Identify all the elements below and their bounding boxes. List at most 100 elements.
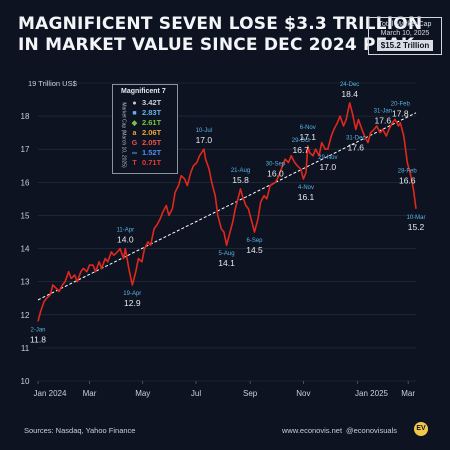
y-axis: 10 11 12 13 14 15 16 17 18 19 Trillion US$ <box>21 79 78 386</box>
legend-value: 2.83T <box>142 108 162 117</box>
legend-list: ● 3.42T ■ 2.83T ◆ 2.61T a 2.06T G 2.05T ∞ 1.52T T 0.7… <box>130 98 161 168</box>
annotation-date: 2-Jan <box>30 327 45 333</box>
tesla-icon: T <box>132 160 137 167</box>
legend-value: 2.06T <box>142 128 162 137</box>
annotation-value: 15.2 <box>408 222 425 232</box>
y-tick-label: 13 <box>21 278 30 287</box>
legend-value: 1.52T <box>142 148 162 157</box>
annotation-date: 10-Mar <box>406 215 425 221</box>
annotation-date: 29-Oct <box>292 138 310 144</box>
title-line-1: MAGNIFICENT SEVEN LOSE $3.3 TRILLION <box>18 14 423 34</box>
x-tick-label: May <box>135 389 150 398</box>
market-value-line <box>37 102 417 322</box>
annotation-date: 10-Jul <box>196 128 212 134</box>
y-tick-label: 10 <box>21 377 30 386</box>
sources-text: Sources: Nasdaq, Yahoo Finance <box>24 426 136 435</box>
annotation-value: 14.5 <box>246 245 263 255</box>
annotation-date: 30-Sep <box>266 161 286 167</box>
market-cap-date: March 10, 2025 <box>380 30 430 37</box>
annotation-value: 14.0 <box>117 235 134 245</box>
annotation-date: 4-Nov <box>298 185 314 191</box>
x-tick-label: Mar <box>401 389 415 398</box>
y-tick-label: 15 <box>21 211 30 220</box>
annotation-date: 29-Nov <box>318 155 337 161</box>
legend-item: T 0.71T <box>130 158 161 168</box>
apple-icon: ● <box>132 100 137 107</box>
legend-item: ■ 2.83T <box>130 108 161 118</box>
annotation-value: 14.1 <box>218 258 235 268</box>
legend-title: Magnificent 7 <box>121 88 166 95</box>
brand-logo: EV <box>414 422 428 436</box>
annotation-value: 12.9 <box>124 298 141 308</box>
legend-value: 2.61T <box>142 118 162 127</box>
annotation-date: 21-Aug <box>231 168 250 174</box>
annotation-date: 11-Apr <box>117 228 135 234</box>
x-tick-label: Jan 2024 <box>34 389 67 398</box>
x-tick-label: Sep <box>243 389 258 398</box>
legend-axis-label: Market Cap (March 10, 2025) <box>120 102 127 168</box>
annotation-value: 17.0 <box>196 135 213 145</box>
legend: Magnificent 7 Market Cap (March 10, 2025… <box>112 84 178 174</box>
annotation-date: 5-Aug <box>219 251 235 257</box>
market-cap-box: Total Market Cap March 10, 2025 $15.2 Tr… <box>368 17 442 55</box>
nvidia-icon: ◆ <box>131 120 138 127</box>
annotations-layer: 2-Jan11.811-Apr14.019-Apr12.910-Jul17.05… <box>30 82 425 345</box>
annotation-value: 17.6 <box>375 115 392 125</box>
chart-grid <box>38 82 416 382</box>
amazon-icon: a <box>132 130 137 137</box>
website-link[interactable]: www.econovis.net <box>282 426 343 435</box>
annotation-value: 15.8 <box>232 175 249 185</box>
legend-item: ◆ 2.61T <box>130 118 161 128</box>
annotation-value: 16.0 <box>267 168 284 178</box>
x-tick-label: Mar <box>83 389 97 398</box>
y-tick-label: 12 <box>21 311 30 320</box>
annotation-date: 31-Jan <box>374 108 392 114</box>
y-tick-label: 17 <box>21 145 30 154</box>
annotation-date: 6-Sep <box>246 238 263 244</box>
social-handle[interactable]: @econovisuals <box>346 426 397 435</box>
title-line-2: IN MARKET VALUE SINCE DEC 2024 PEAK <box>18 35 415 55</box>
annotation-value: 17.0 <box>320 162 337 172</box>
annotation-value: 16.1 <box>298 192 315 202</box>
legend-item: G 2.05T <box>130 138 161 148</box>
annotation-date: 6-Nov <box>300 125 316 131</box>
legend-value: 0.71T <box>142 158 162 167</box>
legend-value: 3.42T <box>142 98 162 107</box>
annotation-value: 18.4 <box>341 89 358 99</box>
x-tick-label: Jan 2025 <box>355 389 388 398</box>
google-icon: G <box>131 140 138 147</box>
microsoft-icon: ■ <box>132 110 137 117</box>
x-axis: Jan 2024 Mar May Jul Sep Nov Jan 2025 Mar <box>34 381 415 398</box>
legend-item: ● 3.42T <box>130 98 161 108</box>
annotation-value: 17.6 <box>347 142 364 152</box>
annotation-value: 17.1 <box>299 132 316 142</box>
annotation-date: 20-Feb <box>391 102 411 108</box>
series-layer <box>37 102 417 322</box>
annotation-date: 24-Dec <box>340 82 359 88</box>
page-title: MAGNIFICENT SEVEN LOSE $3.3 TRILLION IN … <box>18 14 423 56</box>
legend-value: 2.05T <box>142 138 162 147</box>
annotation-date: 28-Feb <box>398 168 418 174</box>
market-cap-label: Total Market Cap <box>378 21 432 28</box>
x-tick-label: Nov <box>296 389 310 398</box>
y-axis-title: 19 Trillion US$ <box>28 79 78 88</box>
annotation-date: 31-Dec <box>346 135 365 141</box>
annotation-value: 17.8 <box>392 109 409 119</box>
